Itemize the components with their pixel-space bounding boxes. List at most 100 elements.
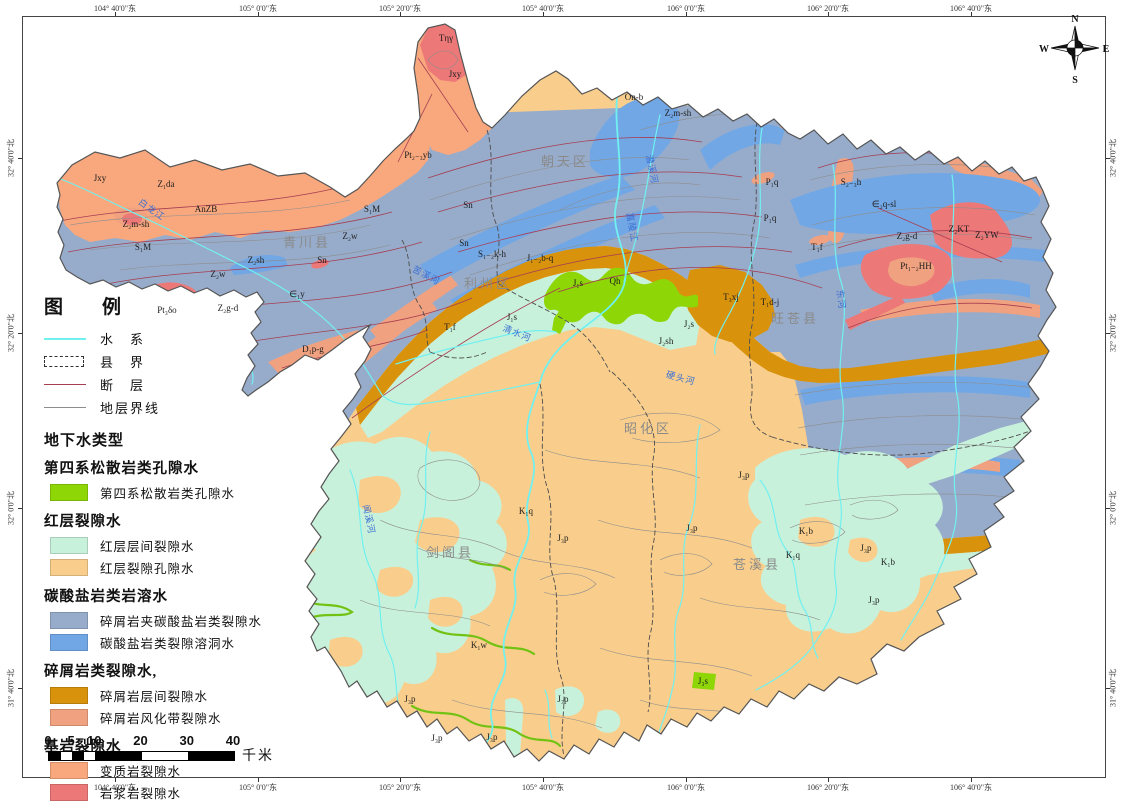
legend-item-label: 碎屑岩层间裂隙水: [100, 689, 209, 704]
county-name-label: 剑阁县: [426, 545, 474, 560]
geology-unit-label: K₁q: [786, 550, 801, 560]
water-line-swatch: [44, 337, 86, 340]
water-symbol: [44, 337, 90, 340]
legend-group-heading: 红层裂隙水: [44, 514, 122, 530]
geology-unit-label: J₁s: [507, 312, 518, 322]
longitude-label: 106° 40'0"东: [950, 783, 992, 792]
geology-unit-label: T₁f: [444, 322, 456, 332]
compass-rose: N S W E: [1039, 14, 1110, 86]
graticule-tick: [686, 12, 687, 16]
legend-group-heading: 碎屑岩类裂隙水,: [44, 664, 158, 680]
geology-unit-label: J₃p: [686, 523, 698, 533]
geology-unit-label: J₂sh: [659, 336, 674, 346]
geology-unit-label: Z₂KT: [949, 224, 970, 234]
stratum-symbol: [44, 407, 90, 408]
graticule-tick: [828, 778, 829, 782]
geology-unit-label: Jxy: [94, 173, 107, 183]
geology-unit-label: Z₂w: [342, 231, 358, 241]
geology-unit-label: Pt₂₋₃yb: [404, 150, 432, 160]
geology-unit-label: Z₂g-d: [218, 303, 239, 313]
fault-symbol: [44, 384, 90, 385]
longitude-label: 105° 0'0"东: [239, 4, 277, 13]
scale-tick-label: 40: [225, 733, 241, 748]
geology-unit-label: Tηγ: [439, 33, 453, 43]
geology-unit-label: D₁p-g: [302, 344, 324, 354]
graticule-tick: [115, 778, 116, 782]
legend-line-label: 水 系: [100, 332, 146, 347]
scale-bar-segment: [187, 752, 234, 760]
geology-unit-label: J₃p: [404, 694, 416, 704]
scale-tick-label: 0: [44, 733, 52, 748]
legend-item-label: 碳酸盐岩类裂隙溶洞水: [100, 636, 236, 651]
longitude-label: 105° 20'0"东: [379, 783, 421, 792]
graticule-tick: [258, 778, 259, 782]
graticule-tick: [1106, 688, 1110, 689]
legend-color-swatch: [50, 633, 88, 651]
geology-unit-label: K₁w: [471, 640, 488, 650]
legend-item-label: 碎屑岩风化带裂隙水: [100, 711, 222, 726]
graticule-tick: [971, 778, 972, 782]
county-boundary-swatch: [44, 356, 84, 367]
scale-tick-label: 20: [133, 733, 148, 748]
geology-unit-label: J₃p: [557, 533, 569, 543]
scale-tick-label: 10: [87, 733, 102, 748]
geology-unit-label: K₁q: [519, 506, 534, 516]
scale-bar-segment: [60, 752, 73, 760]
legend-color-swatch: [50, 761, 88, 779]
scale-bar-segment: [95, 752, 142, 760]
longitude-label: 104° 40'0"东: [94, 783, 136, 792]
graticule-tick: [18, 688, 22, 689]
geology-unit-label: J₃s: [698, 676, 709, 686]
graticule-tick: [18, 333, 22, 334]
graticule-tick: [18, 508, 22, 509]
county-name-label: 苍溪县: [733, 557, 781, 572]
scale-bar-strip: [48, 751, 235, 761]
legend-item-label: 岩浆岩裂隙水: [100, 786, 182, 801]
geology-unit-label: Z₁da: [157, 179, 174, 189]
legend-item-label: 红层裂隙孔隙水: [100, 561, 195, 576]
geology-unit-label: ∈₂q-sl: [872, 199, 897, 209]
geology-unit-label: K₁b: [799, 526, 814, 536]
longitude-label: 105° 20'0"东: [379, 4, 421, 13]
longitude-label: 104° 40'0"东: [94, 4, 136, 13]
scale-bar-segment: [72, 752, 84, 760]
geology-unit-label: AnZB: [195, 204, 218, 214]
legend-item-label: 变质岩裂隙水: [100, 764, 182, 779]
geology-unit-label: Sn: [459, 238, 469, 248]
longitude-label: 106° 0'0"东: [667, 4, 705, 13]
county-name-label: 利州区: [464, 276, 512, 291]
geology-unit-label: J₁s: [573, 278, 584, 288]
geology-unit-label: Sn: [463, 200, 473, 210]
legend-line-row: 水 系: [44, 327, 306, 350]
legend-line-label: 地层界线: [100, 401, 161, 416]
county-name-label: 青川县: [283, 235, 331, 250]
legend-line-row: 县 界: [44, 350, 306, 373]
geology-unit-label: S₁₋₂k-h: [478, 249, 507, 259]
compass-n: N: [1071, 14, 1079, 25]
scale-bar-segment: [83, 752, 96, 760]
geology-unit-label: K₁b: [881, 557, 896, 567]
legend-color-swatch: [50, 611, 88, 629]
compass-e: E: [1103, 44, 1110, 55]
geology-unit-label: T₃xj: [723, 292, 739, 302]
geology-unit-label: J₃p: [557, 694, 569, 704]
geology-unit-label: P₁q: [766, 177, 779, 187]
compass-w: W: [1039, 44, 1049, 55]
geology-unit-label: Z₂g-d: [897, 231, 918, 241]
scale-tick-label: 30: [179, 733, 194, 748]
river-name-label: 东河: [835, 289, 849, 310]
scale-bar-unit: 千米: [242, 749, 274, 764]
legend-item: 第四系松散岩类孔隙水: [50, 481, 306, 503]
legend-item: 红层层间裂隙水: [50, 534, 306, 556]
geology-unit-label: Jxy: [449, 69, 462, 79]
geology-unit-label: J₃p: [486, 732, 498, 742]
groundwater-types-title: 地下水类型: [44, 433, 125, 449]
geology-unit-label: Z₂m-sh: [665, 108, 692, 118]
geology-unit-label: S₁M: [364, 204, 380, 214]
legend-item-label: 碎屑岩夹碳酸盐岩类裂隙水: [100, 614, 263, 629]
graticule-tick: [1106, 508, 1110, 509]
scale-bar: 0 5 10 20 30 40 千米: [44, 733, 324, 769]
geology-unit-label: J₃p: [738, 470, 750, 480]
geology-unit-label: Pt₁₋₂HH: [900, 261, 932, 271]
